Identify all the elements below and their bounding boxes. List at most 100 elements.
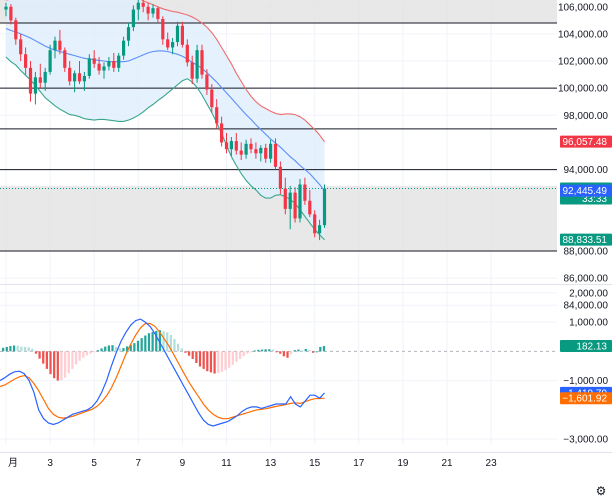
candle[interactable] <box>308 189 312 218</box>
candle[interactable] <box>239 142 243 161</box>
candle[interactable] <box>58 29 62 55</box>
candle[interactable] <box>171 37 175 55</box>
candle-body <box>141 2 145 7</box>
candle[interactable] <box>234 132 238 155</box>
candle[interactable] <box>210 84 214 113</box>
candle[interactable] <box>288 185 292 230</box>
macd-histogram-bar <box>220 351 224 372</box>
candle[interactable] <box>273 138 278 170</box>
candle[interactable] <box>92 50 96 68</box>
candle[interactable] <box>224 132 229 154</box>
indicator-value-tag-text: 96,057.48 <box>563 137 608 148</box>
candle[interactable] <box>215 99 219 129</box>
candle-body <box>161 18 165 40</box>
macd-histogram-bar <box>253 350 256 352</box>
candle[interactable] <box>298 179 302 223</box>
candle[interactable] <box>87 54 91 79</box>
candle[interactable] <box>43 67 47 91</box>
macd-histogram-bar <box>198 351 202 367</box>
candle[interactable] <box>254 142 258 159</box>
macd-histogram-bar <box>34 351 38 354</box>
macd-line <box>0 318 325 427</box>
candle[interactable] <box>166 32 170 51</box>
candle[interactable] <box>220 116 224 147</box>
candle[interactable] <box>259 145 263 162</box>
candle[interactable] <box>33 71 37 105</box>
candle-body <box>224 142 229 150</box>
candle-body <box>63 50 67 68</box>
macd-histogram-bar <box>242 351 245 357</box>
macd-pane[interactable]: 2,000.00 1,000.00 −1,000.00 −3,000.00 182.13… <box>0 284 612 446</box>
candle[interactable] <box>249 138 253 154</box>
macd-histogram-bar <box>297 349 300 352</box>
candle[interactable] <box>24 47 28 75</box>
candle-body <box>190 62 194 79</box>
candle[interactable] <box>278 161 282 194</box>
candle[interactable] <box>195 44 199 83</box>
candle[interactable] <box>185 39 189 67</box>
candle[interactable] <box>136 0 140 21</box>
candle-body <box>171 42 175 48</box>
candle[interactable] <box>131 5 135 32</box>
candle[interactable] <box>9 4 13 25</box>
candle[interactable] <box>82 71 86 91</box>
candle[interactable] <box>122 36 126 60</box>
candle[interactable] <box>53 36 57 59</box>
candle-body <box>244 143 248 155</box>
time-axis[interactable]: 月 3 5 7 9 11 13 15 17 19 21 23 <box>0 452 612 469</box>
candle-body <box>229 141 233 150</box>
candle[interactable] <box>126 23 131 47</box>
pane-separator[interactable] <box>0 284 612 285</box>
macd-histogram-bar <box>180 348 183 352</box>
candle[interactable] <box>146 2 150 21</box>
candle[interactable] <box>107 56 111 71</box>
candle[interactable] <box>322 184 327 228</box>
macd-histogram-bar <box>20 346 23 352</box>
gear-icon[interactable]: ⚙ <box>595 484 607 498</box>
candle[interactable] <box>161 16 165 45</box>
candle[interactable] <box>175 21 180 47</box>
candle[interactable] <box>244 139 248 159</box>
candle[interactable] <box>141 0 145 13</box>
macd-histogram-bar <box>282 351 285 357</box>
candle[interactable] <box>229 137 233 156</box>
candle[interactable] <box>200 44 204 79</box>
candle[interactable] <box>313 210 317 238</box>
candle[interactable] <box>14 17 18 45</box>
candle[interactable] <box>303 177 307 205</box>
candle[interactable] <box>190 55 194 85</box>
candle[interactable] <box>112 52 116 72</box>
candle[interactable] <box>293 187 297 223</box>
macd-histogram-bar <box>27 347 30 352</box>
candle[interactable] <box>19 33 23 62</box>
candle[interactable] <box>151 4 155 18</box>
candle[interactable] <box>97 56 101 75</box>
macd-axis-tick-label: 1,000.00 <box>569 318 608 329</box>
candle[interactable] <box>73 70 77 93</box>
candle[interactable] <box>180 21 184 48</box>
macd-histogram-bar <box>60 351 63 381</box>
candle[interactable] <box>269 139 273 163</box>
candle[interactable] <box>264 143 268 163</box>
candle[interactable] <box>38 63 42 89</box>
candle[interactable] <box>77 61 82 85</box>
candle[interactable] <box>283 177 287 215</box>
candle[interactable] <box>117 52 121 72</box>
macd-histogram-bar <box>319 346 322 352</box>
macd-histogram-bar <box>308 350 311 352</box>
candle[interactable] <box>156 6 160 24</box>
candle[interactable] <box>28 61 33 102</box>
candle[interactable] <box>4 2 8 17</box>
candle-body <box>288 192 292 209</box>
time-axis-tick-label: 7 <box>136 458 142 469</box>
candle[interactable] <box>63 47 67 72</box>
candle[interactable] <box>318 219 322 241</box>
candle-body <box>126 27 131 41</box>
time-axis-tick-label: 23 <box>486 458 498 469</box>
price-pane[interactable]: 106,000.00 104,000.00 102,000.00 100,000.00… <box>0 0 612 445</box>
candle[interactable] <box>205 69 209 95</box>
candle[interactable] <box>48 44 52 75</box>
candle[interactable] <box>102 62 106 79</box>
candle[interactable] <box>68 61 72 86</box>
